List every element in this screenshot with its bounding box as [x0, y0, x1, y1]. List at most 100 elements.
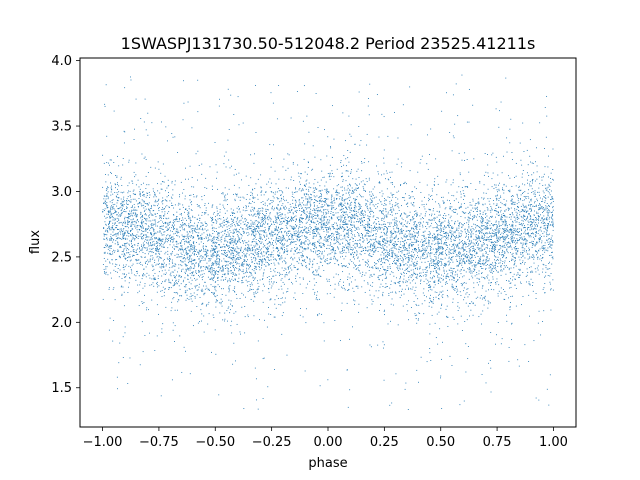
scatter-point — [172, 265, 174, 267]
scatter-point — [475, 253, 477, 255]
scatter-point — [237, 251, 239, 253]
scatter-point — [382, 291, 384, 293]
scatter-point — [514, 177, 515, 178]
scatter-point — [532, 240, 534, 242]
scatter-point — [274, 170, 276, 172]
scatter-point — [450, 272, 452, 274]
scatter-point — [502, 187, 504, 189]
scatter-point — [225, 236, 227, 238]
scatter-point — [321, 252, 323, 254]
scatter-point — [175, 218, 177, 220]
scatter-point — [215, 286, 217, 288]
scatter-point — [500, 101, 502, 103]
scatter-point — [254, 255, 256, 257]
scatter-point — [347, 290, 349, 291]
scatter-point — [188, 241, 190, 243]
scatter-point — [339, 279, 341, 280]
scatter-point — [184, 229, 186, 231]
scatter-point — [114, 243, 116, 245]
scatter-point — [243, 253, 245, 255]
scatter-point — [362, 213, 364, 215]
scatter-point — [218, 250, 220, 252]
scatter-point — [123, 266, 125, 268]
scatter-point — [499, 182, 500, 184]
scatter-point — [111, 226, 113, 228]
scatter-point — [300, 205, 302, 207]
scatter-point — [397, 158, 399, 160]
scatter-point — [186, 265, 188, 267]
scatter-point — [122, 207, 123, 209]
scatter-point — [215, 290, 217, 292]
scatter-point — [216, 242, 218, 244]
scatter-point — [263, 269, 265, 271]
scatter-point — [385, 170, 387, 172]
scatter-point — [374, 246, 376, 248]
scatter-point — [213, 212, 215, 213]
scatter-point — [497, 237, 499, 239]
scatter-point — [441, 196, 442, 198]
scatter-point — [408, 287, 409, 289]
scatter-point — [506, 320, 508, 322]
scatter-point — [304, 243, 306, 245]
scatter-point — [539, 227, 541, 229]
scatter-point — [490, 391, 492, 393]
scatter-point — [408, 244, 410, 246]
scatter-point — [443, 235, 445, 237]
scatter-point — [502, 228, 503, 230]
scatter-point — [218, 266, 220, 268]
scatter-point — [420, 256, 422, 258]
scatter-point — [315, 247, 317, 249]
scatter-point — [430, 219, 432, 221]
scatter-point — [340, 234, 342, 236]
scatter-point — [419, 224, 421, 226]
scatter-point — [460, 283, 462, 284]
scatter-point — [383, 149, 385, 151]
scatter-point — [178, 276, 180, 278]
scatter-point — [361, 286, 363, 288]
scatter-point — [161, 296, 163, 297]
scatter-point — [495, 108, 497, 110]
scatter-point — [382, 241, 384, 242]
scatter-point — [519, 275, 521, 277]
scatter-point — [492, 278, 494, 280]
scatter-point — [436, 251, 438, 253]
scatter-point — [261, 259, 263, 261]
scatter-point — [357, 256, 359, 258]
scatter-point — [330, 249, 332, 251]
scatter-point — [139, 235, 141, 237]
scatter-point — [438, 255, 440, 257]
scatter-point — [343, 229, 345, 231]
scatter-point — [119, 257, 121, 259]
scatter-point — [405, 268, 407, 270]
scatter-point — [173, 248, 175, 250]
scatter-point — [536, 217, 537, 219]
scatter-point — [110, 172, 112, 174]
scatter-point — [549, 194, 551, 196]
scatter-point — [347, 369, 349, 371]
scatter-point — [110, 277, 112, 279]
scatter-point — [334, 250, 336, 252]
scatter-point — [241, 282, 243, 284]
scatter-point — [453, 243, 455, 245]
scatter-point — [379, 270, 381, 272]
scatter-point — [462, 260, 463, 262]
scatter-point — [256, 228, 257, 230]
scatter-point — [481, 298, 483, 300]
scatter-point — [448, 252, 450, 253]
scatter-point — [468, 121, 470, 123]
scatter-point — [388, 179, 390, 181]
scatter-point — [362, 234, 363, 235]
scatter-point — [223, 195, 225, 197]
scatter-point — [448, 221, 450, 223]
scatter-point — [383, 228, 385, 230]
scatter-point — [442, 200, 444, 202]
scatter-point — [476, 247, 478, 249]
scatter-point — [427, 234, 429, 235]
scatter-point — [288, 279, 290, 281]
scatter-point — [371, 250, 373, 252]
scatter-point — [293, 180, 295, 181]
scatter-point — [387, 196, 389, 198]
scatter-point — [201, 256, 203, 258]
scatter-point — [477, 262, 479, 264]
scatter-point — [453, 211, 454, 213]
